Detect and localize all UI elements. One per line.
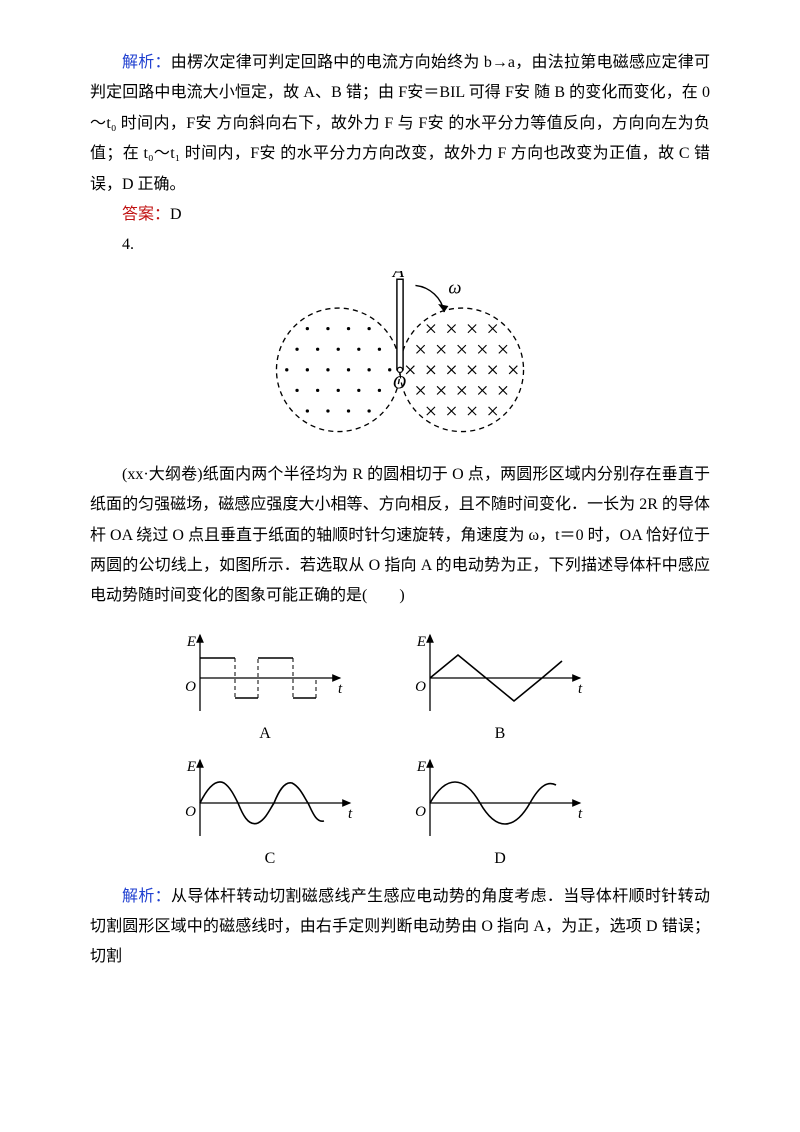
left-circle: [276, 308, 400, 432]
choices-svg: E t O A E t O B E: [170, 618, 630, 868]
choice-a: E t O A: [185, 634, 343, 742]
analysis-label-2: 解析：: [122, 888, 171, 905]
axis-label-o: O: [415, 679, 426, 695]
choice-label-a: A: [259, 725, 271, 742]
choice-label-c: C: [265, 850, 276, 867]
label-omega: ω: [448, 277, 461, 298]
question-text: (xx·大纲卷)纸面内两个半径均为 R 的圆相切于 O 点，两圆形区域内分别存在…: [90, 460, 710, 612]
axis-label-t: t: [578, 806, 583, 822]
dots-out-of-page: [285, 327, 391, 413]
axis-label-e: E: [416, 759, 426, 775]
answer-value: D: [170, 206, 182, 223]
axis-label-t: t: [348, 806, 353, 822]
axis-label-t: t: [338, 681, 343, 697]
axis-label-e: E: [416, 634, 426, 650]
choice-c: E t O C: [185, 759, 353, 867]
label-o: O: [393, 372, 406, 393]
axis-label-o: O: [185, 804, 196, 820]
rod-oa: [397, 279, 403, 370]
axis-label-t: t: [578, 681, 583, 697]
axis-label-e: E: [186, 759, 196, 775]
choice-b: E t O B: [415, 634, 583, 742]
axis-label-e: E: [186, 634, 196, 650]
main-figure: A O ω: [90, 271, 710, 446]
question-body: 纸面内两个半径均为 R 的圆相切于 O 点，两圆形区域内分别存在垂直于纸面的匀强…: [90, 466, 710, 605]
rotation-arrow: [415, 285, 444, 312]
choice-d: E t O D: [415, 759, 583, 867]
x-into-page: [406, 324, 517, 415]
answer-line: 答案：D: [90, 200, 710, 230]
two-circles-diagram: A O ω: [250, 271, 550, 446]
analysis-text-1: 由楞次定律可判定回路中的电流方向始终为 b→a，由法拉第电磁感应定律可判定回路中…: [90, 54, 710, 193]
question-source: (xx·大纲卷): [122, 466, 203, 483]
analysis-label: 解析：: [122, 54, 171, 71]
answer-label: 答案：: [122, 206, 170, 223]
label-a: A: [391, 271, 405, 282]
analysis-paragraph-2: 解析：从导体杆转动切割磁感线产生感应电动势的角度考虑．当导体杆顺时针转动切割圆形…: [90, 882, 710, 973]
axis-label-o: O: [185, 679, 196, 695]
choice-label-d: D: [494, 850, 506, 867]
choice-figures: E t O A E t O B E: [90, 618, 710, 868]
question-number: 4.: [90, 230, 710, 260]
axis-label-o: O: [415, 804, 426, 820]
choice-label-b: B: [495, 725, 506, 742]
analysis-text-2: 从导体杆转动切割磁感线产生感应电动势的角度考虑．当导体杆顺时针转动切割圆形区域中…: [90, 888, 710, 966]
analysis-paragraph-1: 解析：由楞次定律可判定回路中的电流方向始终为 b→a，由法拉第电磁感应定律可判定…: [90, 48, 710, 200]
right-circle: [400, 308, 524, 432]
